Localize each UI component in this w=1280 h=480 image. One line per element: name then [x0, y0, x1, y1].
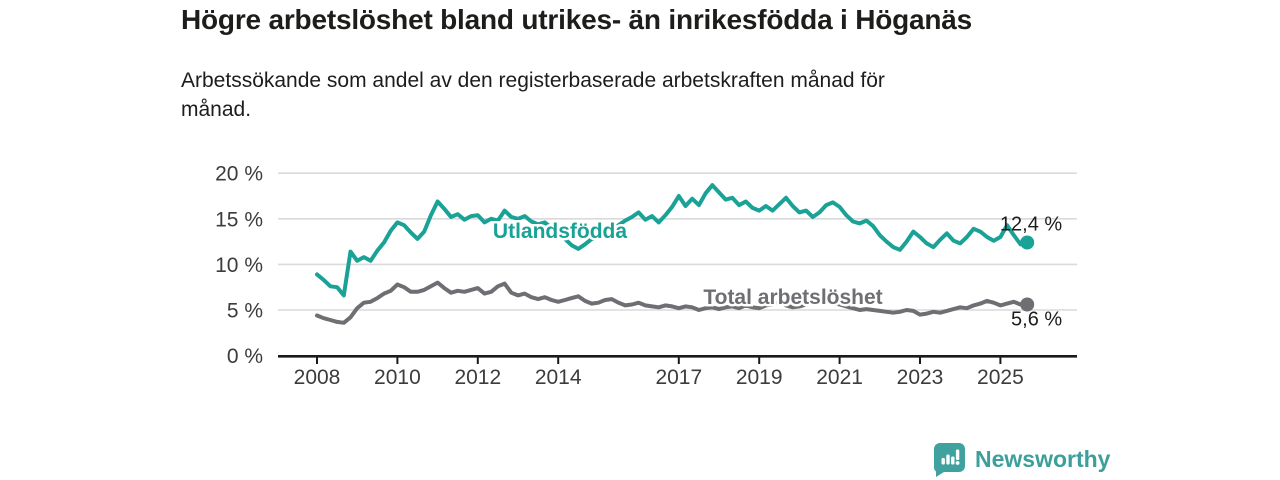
- x-tick-label-2021: 2021: [816, 366, 863, 389]
- brand-name: Newsworthy: [975, 445, 1111, 472]
- chart-svg: 0 %5 %10 %15 %20 % 2008 2010 2012 2014 2017 2…: [215, 163, 1077, 389]
- x-tick-label-2012: 2012: [454, 366, 501, 389]
- exclamation-bar: [955, 449, 960, 460]
- y-tick-label-10: 10 %: [215, 254, 263, 277]
- page-title: Högre arbetslöshet bland utrikes- än inr…: [181, 4, 973, 35]
- series-line-1: [315, 280, 1030, 325]
- x-tick-label-2014: 2014: [535, 366, 582, 389]
- x-tick-label-2023: 2023: [897, 366, 944, 389]
- x-tick-label-2017: 2017: [655, 366, 702, 389]
- y-tick-label-15: 15 %: [215, 208, 263, 231]
- bar-medium: [946, 454, 950, 465]
- y-tick-label-20: 20 %: [215, 163, 263, 186]
- subtitle-line-1: Arbetssökande som andel av den registerb…: [181, 69, 885, 92]
- x-tick-label-2010: 2010: [374, 366, 421, 389]
- x-tick-label-2019: 2019: [736, 366, 783, 389]
- series-label-total-arbetsloshet: Total arbetslöshet: [703, 286, 882, 309]
- line-chart: 0 % 5 % 10 % 15 % 20 % 2008 2010 2012 2014 2017 2…: [215, 148, 1090, 396]
- y-axis-labels: 0 % 5 % 10 % 15 % 20 %: [215, 163, 263, 368]
- x-axis: 2008 2010 2012 2014 2017 2019 2021 2023 2025: [278, 354, 1077, 389]
- end-dot-1: [1020, 297, 1035, 312]
- newsworthy-logo: Newsworthy: [933, 441, 1110, 477]
- end-value-label-utlandsfodda: 12,4 %: [1000, 214, 1062, 236]
- chart-subtitle: Arbetssökande som andel av den registerb…: [181, 66, 1061, 124]
- end-value-label-total: 5,6 %: [1011, 309, 1062, 331]
- series-lines: [315, 183, 1035, 325]
- bar-tall: [951, 456, 955, 465]
- series-label-utlandsfodda: Utlandsfödda: [493, 220, 627, 243]
- exclamation-dot: [955, 461, 960, 465]
- y-tick-label-5: 5 %: [227, 300, 263, 323]
- subtitle-line-2: månad.: [181, 98, 252, 121]
- x-tick-label-2008: 2008: [294, 366, 341, 389]
- y-tick-label-0: 0 %: [227, 345, 263, 368]
- series-line-0: [315, 183, 1030, 298]
- bar-small: [941, 458, 945, 465]
- end-dot-0: [1020, 235, 1035, 250]
- bar-chart-bubble-icon: [933, 443, 965, 477]
- x-tick-label-2025: 2025: [977, 366, 1024, 389]
